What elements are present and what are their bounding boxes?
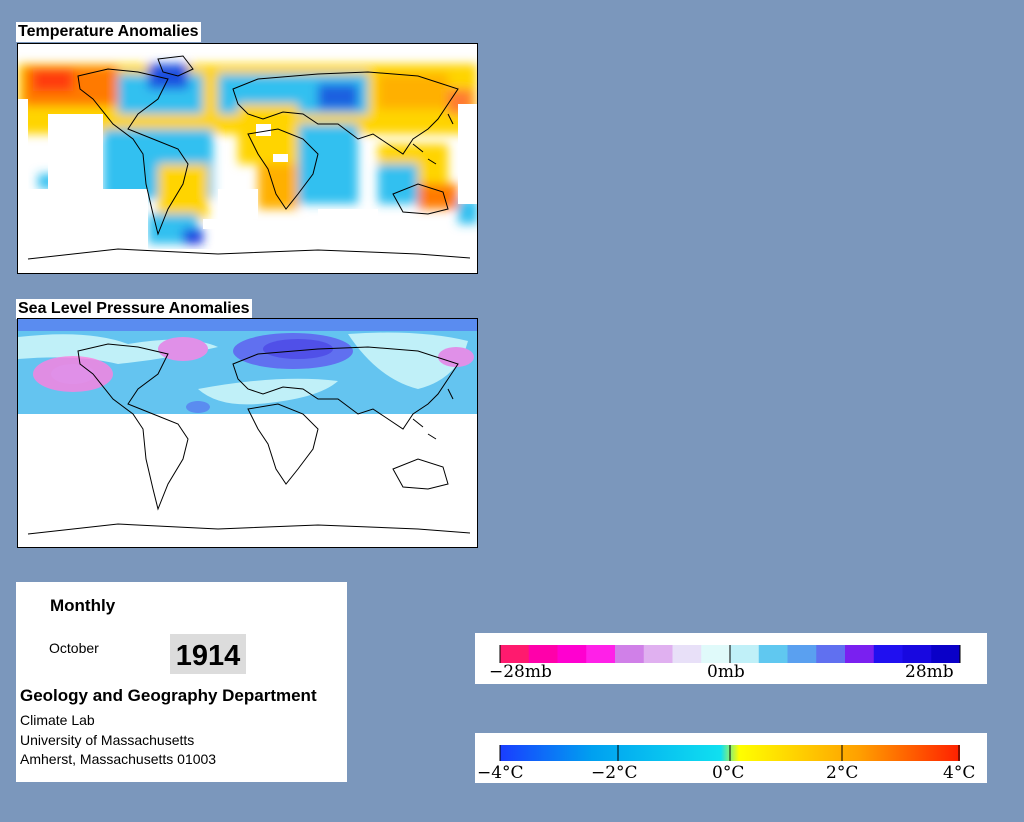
pressure-swatch: [787, 645, 817, 663]
pressure-swatch: [873, 645, 903, 663]
temperature-missing-data: [18, 99, 477, 273]
pressure-swatch: [586, 645, 616, 663]
pressure-swatch: [845, 645, 875, 663]
pressure-label-max: 28mb: [905, 662, 954, 682]
period-label: Monthly: [50, 596, 116, 615]
address-line: Amherst, Massachusetts 01003: [20, 751, 217, 767]
pressure-swatch: [615, 645, 645, 663]
temperature-label-plus4: 4°C: [943, 763, 975, 783]
pressure-swatch: [528, 645, 558, 663]
pressure-map-title: Sea Level Pressure Anomalies: [16, 299, 252, 319]
info-panel: Monthly October 1914 Geology and Geograp…: [16, 582, 347, 782]
temperature-anomaly-fields: [18, 64, 477, 244]
pressure-legend: −28mb 0mb 28mb: [475, 633, 987, 684]
month-label: October: [49, 640, 99, 656]
pressure-swatch: [816, 645, 846, 663]
pressure-coastlines: [27, 343, 471, 535]
temperature-label-minus4: −4°C: [477, 763, 524, 783]
pressure-swatch: [730, 645, 760, 663]
pressure-swatch: [758, 645, 788, 663]
pressure-swatch: [902, 645, 932, 663]
pressure-anomaly-map: [17, 318, 478, 548]
pressure-label-zero: 0mb: [707, 662, 745, 682]
temperature-coastlines: [27, 55, 471, 260]
temperature-map-title: Temperature Anomalies: [16, 22, 201, 42]
pressure-color-scale: [499, 645, 961, 663]
temperature-anomaly-map: [17, 43, 478, 274]
temperature-label-minus2: −2°C: [591, 763, 638, 783]
temperature-label-zero: 0°C: [712, 763, 744, 783]
temperature-label-plus2: 2°C: [826, 763, 858, 783]
lab-name: Climate Lab: [20, 712, 95, 728]
pressure-swatch: [931, 645, 961, 663]
pressure-swatch: [672, 645, 702, 663]
pressure-swatch: [500, 645, 530, 663]
pressure-anomaly-fields: [18, 319, 477, 414]
department-name: Geology and Geography Department: [20, 686, 317, 705]
temperature-legend: −4°C −2°C 0°C 2°C 4°C: [475, 733, 987, 783]
year-display: 1914: [170, 634, 246, 674]
pressure-swatch: [557, 645, 587, 663]
pressure-swatch: [643, 645, 673, 663]
pressure-swatch: [701, 645, 731, 663]
pressure-label-min: −28mb: [489, 662, 552, 682]
university-name: University of Massachusetts: [20, 732, 195, 748]
